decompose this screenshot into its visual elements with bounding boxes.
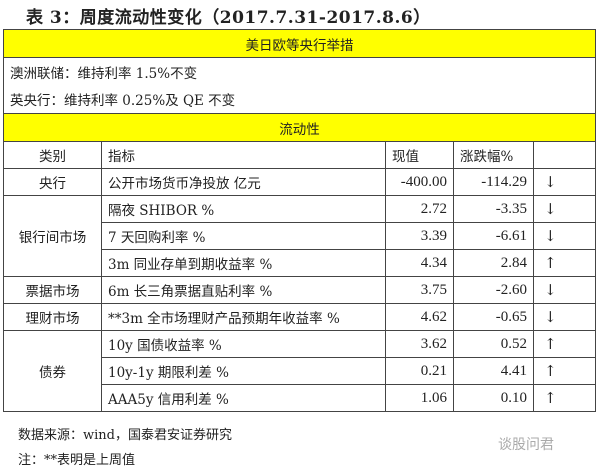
indicator-cell: 公开市场货币净投放 亿元 <box>101 168 386 196</box>
col-header-change: 涨跌幅% <box>453 141 534 169</box>
section-header-liquidity: 流动性 <box>3 113 596 142</box>
trend-arrow-icon: ↑ <box>533 330 596 358</box>
change-cell: 0.52 <box>453 330 534 358</box>
change-cell: 4.41 <box>453 357 534 385</box>
table-row: 理财市场 **3m 全市场理财产品预期年收益率 % 4.62 -0.65 ↓ <box>3 303 596 331</box>
indicator-cell: 6m 长三角票据直贴利率 % <box>101 276 386 304</box>
change-cell: -114.29 <box>453 168 534 196</box>
trend-arrow-icon: ↓ <box>533 222 596 250</box>
trend-arrow-icon: ↓ <box>533 195 596 223</box>
table-row: 票据市场 6m 长三角票据直贴利率 % 3.75 -2.60 ↓ <box>3 276 596 304</box>
note-row: 澳洲联储：维持利率 1.5%不变 <box>3 57 596 86</box>
trend-arrow-icon: ↑ <box>533 249 596 277</box>
value-cell: 4.34 <box>385 249 454 277</box>
value-cell: 1.06 <box>385 384 454 412</box>
note-row: 英央行：维持利率 0.25%及 QE 不变 <box>3 85 596 114</box>
column-header-row: 类别 指标 现值 涨跌幅% <box>3 141 596 169</box>
section-header-central-banks: 美日欧等央行举措 <box>3 29 596 58</box>
table-row: 债券 10y 国债收益率 % 3.62 0.52 ↑ <box>3 330 596 412</box>
col-header-value: 现值 <box>385 141 454 169</box>
value-cell: 3.62 <box>385 330 454 358</box>
table-title: 表 3：周度流动性变化（2017.7.31-2017.8.6） <box>26 8 431 28</box>
note-line: 英央行：维持利率 0.25%及 QE 不变 <box>3 85 596 114</box>
col-header-indicator: 指标 <box>101 141 386 169</box>
trend-arrow-icon: ↓ <box>533 168 596 196</box>
indicator-cell: 7 天回购利率 % <box>101 222 386 250</box>
value-cell: 4.62 <box>385 303 454 331</box>
table-row: 3m 同业存单到期收益率 % 4.34 2.84 ↑ <box>4 249 596 277</box>
indicator-cell: 隔夜 SHIBOR % <box>101 195 386 223</box>
value-cell: 3.39 <box>385 222 454 250</box>
indicator-cell: 10y 国债收益率 % <box>101 330 386 358</box>
data-source: 数据来源：wind，国泰君安证券研究 <box>18 428 232 443</box>
table-row: AAA5y 信用利差 % 1.06 0.10 ↑ <box>4 384 596 412</box>
category-cell: 央行 <box>3 168 102 196</box>
table-row: 银行间市场 隔夜 SHIBOR % 2.72 -3.35 ↓ <box>3 195 596 277</box>
category-cell: 票据市场 <box>3 276 102 304</box>
trend-arrow-icon: ↑ <box>533 357 596 385</box>
change-cell: 0.10 <box>453 384 534 412</box>
watermark-logo: 谈股问君 <box>498 437 554 453</box>
trend-arrow-icon: ↓ <box>533 276 596 304</box>
indicator-cell: **3m 全市场理财产品预期年收益率 % <box>101 303 386 331</box>
change-cell: -0.65 <box>453 303 534 331</box>
category-cell: 理财市场 <box>3 303 102 331</box>
table-row: 7 天回购利率 % 3.39 -6.61 ↓ <box>4 222 596 250</box>
liquidity-table: 美日欧等央行举措 澳洲联储：维持利率 1.5%不变 英央行：维持利率 0.25%… <box>3 29 596 412</box>
note-line: 澳洲联储：维持利率 1.5%不变 <box>3 57 596 86</box>
trend-arrow-icon: ↓ <box>533 303 596 331</box>
value-cell: 2.72 <box>385 195 454 223</box>
indicator-cell: 3m 同业存单到期收益率 % <box>101 249 386 277</box>
section-header: 流动性 <box>3 113 596 142</box>
change-cell: -3.35 <box>453 195 534 223</box>
category-cell: 银行间市场 <box>3 195 102 277</box>
table-row: 央行 公开市场货币净投放 亿元 -400.00 -114.29 ↓ <box>3 168 596 196</box>
table-row: 10y-1y 期限利差 % 0.21 4.41 ↑ <box>4 357 596 385</box>
indicator-cell: AAA5y 信用利差 % <box>101 384 386 412</box>
col-header-arrow <box>533 141 596 169</box>
col-header-category: 类别 <box>3 141 102 169</box>
change-cell: 2.84 <box>453 249 534 277</box>
footnote: 注：**表明是上周值 <box>18 453 136 468</box>
indicator-cell: 10y-1y 期限利差 % <box>101 357 386 385</box>
change-cell: -2.60 <box>453 276 534 304</box>
category-cell: 债券 <box>3 330 102 412</box>
value-cell: 0.21 <box>385 357 454 385</box>
trend-arrow-icon: ↑ <box>533 384 596 412</box>
change-cell: -6.61 <box>453 222 534 250</box>
value-cell: 3.75 <box>385 276 454 304</box>
section-header: 美日欧等央行举措 <box>3 29 596 58</box>
value-cell: -400.00 <box>385 168 454 196</box>
